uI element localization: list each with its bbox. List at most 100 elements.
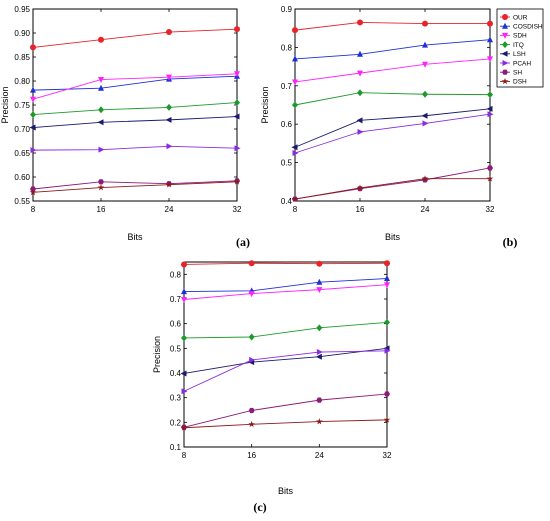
panel-b-point-cosdish <box>357 50 363 57</box>
panel-a-point-dsh <box>233 178 241 185</box>
legend-label: SH <box>513 70 522 77</box>
panel-a-ytick-label: 0.55 <box>14 197 30 206</box>
panel-a-point-pcah <box>30 147 37 154</box>
legend-marker-cosdish <box>502 22 508 29</box>
panel-b-series-line-itq <box>294 92 491 106</box>
panel-c-series-line-cosdish <box>183 278 388 293</box>
panel-c-point-pcah <box>181 388 188 395</box>
panel-c-point-pcah <box>384 347 391 354</box>
panel-b-point-cosdish <box>292 55 298 62</box>
panel-a-point-itq <box>166 103 172 111</box>
panel-a-point-sdh <box>30 96 36 103</box>
panel-c-point-lsh <box>315 353 322 360</box>
legend-label: LSH <box>513 51 526 58</box>
panel-c-point-pcah <box>316 349 323 356</box>
panel-b-ytick-label: 0.7 <box>281 82 293 91</box>
panel-b-point-sdh <box>357 70 363 77</box>
panel-c-point-our <box>248 260 255 267</box>
panel-b-series-line-lsh <box>294 108 491 148</box>
panel-b-point-cosdish <box>422 41 428 48</box>
panel-b-ytick-label: 0.9 <box>281 5 293 14</box>
panel-a-point-dsh <box>97 184 105 191</box>
panel-c-point-our <box>316 260 323 267</box>
panel-a-point-lsh <box>29 124 36 131</box>
legend-marker-pcah <box>502 60 509 66</box>
panel-b-point-pcah <box>487 111 494 118</box>
panel-b-ytick-label: 0.4 <box>281 197 293 206</box>
panel-b-point-sdh <box>292 79 298 86</box>
panel-b-point-sdh <box>487 56 493 63</box>
panel-a-xtick-label: 32 <box>233 205 242 214</box>
panel-c-plot-frame <box>183 261 388 448</box>
legend-label: PCAH <box>513 60 531 67</box>
panel-b-point-pcah <box>292 150 299 156</box>
panel-a-series-line-dsh <box>32 181 238 193</box>
panel-c-series-line-itq <box>183 321 388 339</box>
panel-b-ytick-label: 0.8 <box>281 43 293 52</box>
panel-a-series-line-our <box>32 28 238 48</box>
panel-a-ytick-label: 0.90 <box>14 29 30 38</box>
panel-a-ytick-label: 0.75 <box>14 101 30 110</box>
panel-c-point-dsh <box>316 418 323 425</box>
legend-label: DSH <box>513 79 527 86</box>
panel-a-point-our <box>166 29 172 36</box>
panel-c-point-our <box>384 260 390 267</box>
panel-b-ytick-label: 0.5 <box>281 159 293 168</box>
panel-c-ytick-label: 0.8 <box>170 270 182 279</box>
panel-a-point-itq <box>30 111 36 119</box>
panel-c-point-sdh <box>248 291 255 298</box>
panel-c-ytick-label: 0.7 <box>170 295 182 304</box>
panel-c-point-sdh <box>181 296 187 303</box>
panel-b-x-axis-label: Bits <box>385 232 401 242</box>
panel-a-point-itq <box>234 99 240 107</box>
panel-a-series-line-lsh <box>32 116 238 129</box>
panel-a-point-itq <box>98 106 104 114</box>
panel-c-series-line-pcah <box>183 350 388 392</box>
panel-b-series-line-dsh <box>294 178 490 200</box>
panel-c-y-axis-label: Precision <box>152 336 162 373</box>
panel-b-series-line-our <box>294 21 490 31</box>
panel-b-y-axis-label: Precision <box>260 86 270 123</box>
panel-c-point-pcah <box>249 356 256 363</box>
panel-a-point-dsh <box>165 181 173 188</box>
panel-a-point-pcah <box>98 146 105 153</box>
panel-c-ytick-label: 0.6 <box>170 320 182 329</box>
panel-c-point-cosdish <box>384 275 390 282</box>
panel-a-point-our <box>30 44 36 51</box>
panel-a-ytick-label: 0.95 <box>14 5 30 14</box>
panel-a-xtick-label: 16 <box>97 205 106 214</box>
panel-b-chart: 0.4 0.5 0.6 0.7 0.8 0.9 8 16 24 32 Bits Precision (b… <box>260 5 517 249</box>
legend-marker-itq <box>502 41 508 49</box>
panel-c-point-itq <box>316 324 323 332</box>
panel-a-chart: 0.55 0.60 0.65 0.70 0.75 0.80 0.85 0.90 0.95 8 16 2… <box>0 5 250 249</box>
panel-a-point-lsh <box>233 113 240 120</box>
panel-b-point-our <box>357 19 363 26</box>
panel-c-point-dsh <box>248 420 255 428</box>
panel-a-ytick-label: 0.70 <box>14 125 30 134</box>
panel-b-point-our <box>422 20 428 27</box>
panel-c-point-sdh <box>384 282 390 289</box>
panel-c-series-line-our <box>183 262 388 265</box>
panel-b-point-itq <box>292 101 298 109</box>
panel-c-panel-label: (c) <box>253 500 266 514</box>
panel-a-series-line-itq <box>32 102 238 116</box>
panel-c-x-axis-label: Bits <box>278 486 294 496</box>
panel-c-series-line-sdh <box>183 284 388 300</box>
panel-a-point-dsh <box>29 188 37 196</box>
panel-b-point-lsh <box>421 112 428 119</box>
panel-c-series-line-dsh <box>183 419 388 429</box>
panel-b-point-our <box>487 20 493 27</box>
panel-c-point-lsh <box>180 370 187 377</box>
panel-b-point-dsh <box>291 195 299 202</box>
legend-marker-lsh <box>501 50 508 57</box>
panel-c-point-our <box>181 261 187 268</box>
panel-c-xtick-label: 32 <box>383 451 392 460</box>
legend: OUR COSDISH SDH ITQ LSH PCAH SH DSH <box>496 8 544 88</box>
panel-c-ytick-label: 0.3 <box>170 394 182 403</box>
panel-a-point-our <box>234 26 240 33</box>
panel-a-point-pcah <box>234 145 241 152</box>
panel-a-ytick-label: 0.65 <box>14 149 30 158</box>
panel-b-point-itq <box>422 90 428 98</box>
panel-c-xtick-label: 16 <box>247 451 256 460</box>
panel-a-ytick-label: 0.85 <box>14 53 30 62</box>
